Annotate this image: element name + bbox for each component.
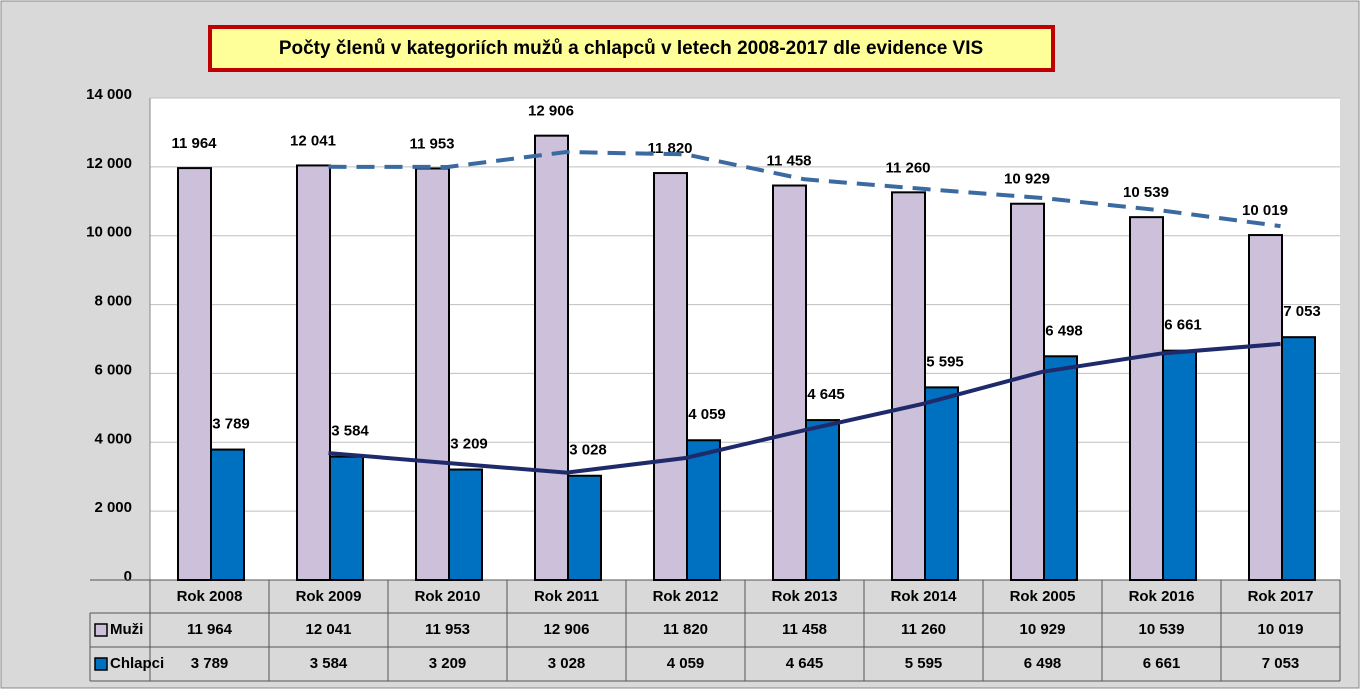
table-cell: 10 019 <box>1258 621 1304 638</box>
chart-title: Počty členů v kategoriích mužů a chlapců… <box>279 38 983 59</box>
y-tick-label: 4 000 <box>94 430 132 447</box>
bar <box>210 448 245 581</box>
y-tick-label: 0 <box>124 568 132 585</box>
table-cell: 3 209 <box>429 655 467 672</box>
bar <box>177 167 212 582</box>
y-tick-label: 14 000 <box>86 86 132 103</box>
table-cell: 5 595 <box>905 655 943 672</box>
x-tick-label: Rok 2010 <box>415 588 481 605</box>
x-tick-label: Rok 2012 <box>653 588 719 605</box>
data-label: 10 929 <box>1004 171 1050 188</box>
x-tick-label: Rok 2009 <box>296 588 362 605</box>
data-label: 3 584 <box>331 423 369 440</box>
data-label: 4 645 <box>807 386 845 403</box>
bar <box>1248 234 1283 581</box>
data-label: 11 260 <box>885 159 930 176</box>
data-label: 10 019 <box>1242 202 1288 219</box>
table-cell: 6 661 <box>1143 655 1181 672</box>
bar <box>686 439 721 581</box>
legend-swatch <box>94 623 108 637</box>
table-cell: 3 789 <box>191 655 229 672</box>
bar <box>448 468 483 581</box>
table-cell: 12 906 <box>544 621 590 638</box>
title-box <box>208 25 1055 72</box>
legend-swatch <box>94 657 108 671</box>
data-label: 12 906 <box>528 103 574 120</box>
table-cell: 7 053 <box>1262 655 1300 672</box>
data-label: 11 458 <box>766 152 811 169</box>
y-tick-label: 12 000 <box>86 155 132 172</box>
y-tick-label: 2 000 <box>94 499 132 516</box>
x-tick-label: Rok 2017 <box>1248 588 1314 605</box>
data-label: 6 498 <box>1045 322 1083 339</box>
bar <box>296 164 331 582</box>
x-tick-label: Rok 2008 <box>177 588 243 605</box>
data-label: 3 209 <box>450 435 488 452</box>
y-tick-label: 6 000 <box>94 361 132 378</box>
data-label: 10 539 <box>1123 184 1169 201</box>
bar <box>891 191 926 581</box>
bar <box>1162 349 1197 582</box>
bar <box>805 419 840 581</box>
table-cell: 11 260 <box>901 621 946 638</box>
legend-label: Muži <box>110 621 143 638</box>
bar <box>653 172 688 581</box>
bar <box>534 134 569 581</box>
data-label: 7 053 <box>1283 303 1321 320</box>
y-tick-label: 10 000 <box>86 224 132 241</box>
bar <box>1129 216 1164 581</box>
table-cell: 11 458 <box>782 621 827 638</box>
table-cell: 12 041 <box>306 621 352 638</box>
x-tick-label: Rok 2013 <box>772 588 838 605</box>
x-tick-label: Rok 2016 <box>1129 588 1195 605</box>
bar <box>772 184 807 581</box>
table-cell: 10 539 <box>1139 621 1185 638</box>
data-label: 11 953 <box>409 135 454 152</box>
data-label: 12 041 <box>290 132 336 149</box>
bar <box>1043 355 1078 581</box>
data-label: 3 028 <box>569 442 607 459</box>
table-cell: 11 953 <box>425 621 470 638</box>
data-label: 11 964 <box>171 135 217 152</box>
bar <box>567 474 602 581</box>
bar <box>415 167 450 581</box>
table-cell: 11 820 <box>663 621 708 638</box>
legend-label: Chlapci <box>110 655 164 672</box>
table-cell: 3 584 <box>310 655 348 672</box>
trendline <box>328 341 1281 475</box>
table-cell: 11 964 <box>187 621 233 638</box>
bar <box>329 455 364 581</box>
x-tick-label: Rok 2011 <box>534 588 599 605</box>
bar <box>924 386 959 581</box>
data-label: 6 661 <box>1164 317 1202 334</box>
table-cell: 3 028 <box>548 655 586 672</box>
data-label: 5 595 <box>926 353 964 370</box>
y-tick-label: 8 000 <box>94 293 132 310</box>
data-label: 3 789 <box>212 416 250 433</box>
table-cell: 10 929 <box>1020 621 1066 638</box>
x-tick-label: Rok 2014 <box>891 588 958 605</box>
trendline <box>328 150 1281 229</box>
table-cell: 4 059 <box>667 655 705 672</box>
bar <box>1281 336 1316 581</box>
table-cell: 6 498 <box>1024 655 1062 672</box>
bar <box>1010 202 1045 582</box>
x-tick-label: Rok 2005 <box>1010 588 1076 605</box>
data-label: 4 059 <box>688 406 726 423</box>
table-cell: 4 645 <box>786 655 824 672</box>
